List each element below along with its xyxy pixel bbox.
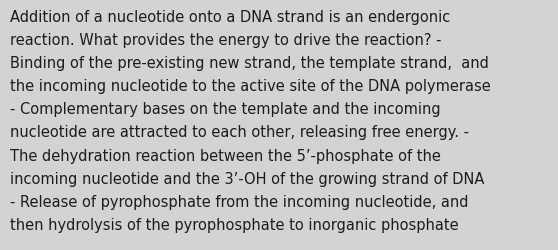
Text: The dehydration reaction between the 5’-phosphate of the: The dehydration reaction between the 5’-…: [10, 148, 441, 163]
Text: - Complementary bases on the template and the incoming: - Complementary bases on the template an…: [10, 102, 441, 117]
Text: incoming nucleotide and the 3’-OH of the growing strand of DNA: incoming nucleotide and the 3’-OH of the…: [10, 171, 484, 186]
Text: - Release of pyrophosphate from the incoming nucleotide, and: - Release of pyrophosphate from the inco…: [10, 194, 469, 209]
Text: then hydrolysis of the pyrophosphate to inorganic phosphate: then hydrolysis of the pyrophosphate to …: [10, 217, 459, 232]
Text: nucleotide are attracted to each other, releasing free energy. -: nucleotide are attracted to each other, …: [10, 125, 469, 140]
Text: Binding of the pre-existing new strand, the template strand,  and: Binding of the pre-existing new strand, …: [10, 56, 489, 71]
Text: the incoming nucleotide to the active site of the DNA polymerase: the incoming nucleotide to the active si…: [10, 79, 491, 94]
Text: reaction. What provides the energy to drive the reaction? -: reaction. What provides the energy to dr…: [10, 33, 441, 48]
Text: Addition of a nucleotide onto a DNA strand is an endergonic: Addition of a nucleotide onto a DNA stra…: [10, 10, 450, 25]
